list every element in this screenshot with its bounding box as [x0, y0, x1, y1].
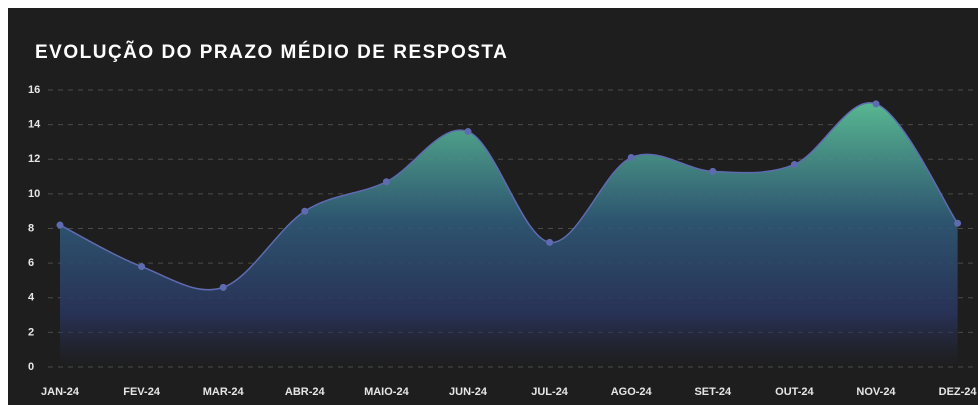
x-tick-label: JUN-24 — [449, 386, 488, 398]
point — [138, 263, 146, 271]
y-tick-label: 2 — [28, 326, 34, 338]
chart-title: EVOLUÇÃO DO PRAZO MÉDIO DE RESPOSTA — [35, 41, 508, 63]
y-tick-label: 12 — [28, 153, 40, 165]
x-tick-label: AGO-24 — [611, 386, 653, 398]
y-tick-label: 14 — [28, 119, 41, 131]
x-tick-label: JAN-24 — [41, 386, 80, 398]
y-tick-label: 10 — [28, 188, 40, 200]
y-tick-label: 16 — [28, 84, 40, 96]
point — [546, 238, 554, 246]
y-tick-label: 4 — [28, 292, 35, 304]
y-tick-label: 8 — [28, 222, 34, 234]
point — [301, 207, 309, 215]
x-tick-label: OUT-24 — [775, 386, 814, 398]
point — [464, 128, 472, 136]
x-tick-label: MAR-24 — [203, 386, 245, 398]
area — [60, 102, 958, 367]
x-tick-label: FEV-24 — [123, 386, 161, 398]
y-tick-label: 0 — [28, 361, 34, 373]
x-tick-label: ABR-24 — [285, 386, 326, 398]
point — [382, 178, 390, 186]
x-tick-label: DEZ-24 — [939, 386, 978, 398]
point — [709, 167, 717, 175]
x-tick-label: JUL-24 — [531, 386, 569, 398]
point — [790, 160, 798, 168]
x-tick-label: MAIO-24 — [364, 386, 410, 398]
point — [627, 154, 635, 162]
point — [954, 219, 962, 227]
point — [56, 221, 64, 229]
x-tick-label: SET-24 — [694, 386, 732, 398]
point — [872, 100, 880, 108]
point — [219, 283, 227, 291]
x-tick-label: NOV-24 — [856, 386, 896, 398]
y-tick-label: 6 — [28, 257, 34, 269]
